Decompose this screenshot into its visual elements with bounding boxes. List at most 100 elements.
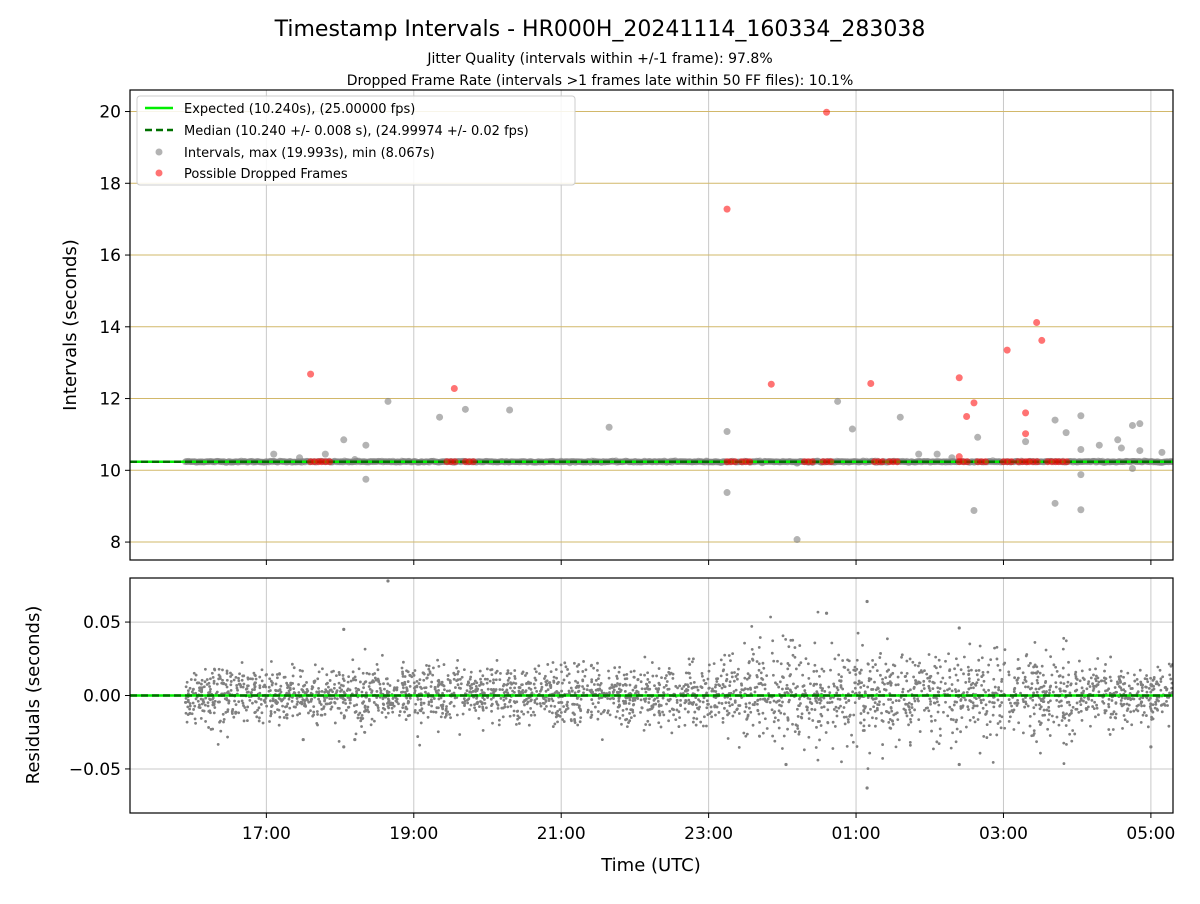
residual-point (503, 705, 507, 709)
residual-point (844, 701, 848, 704)
residual-point (814, 699, 818, 703)
residual-point (807, 735, 811, 739)
residual-point (596, 683, 600, 686)
residual-point (895, 711, 899, 715)
residual-point (590, 680, 594, 684)
residual-point (429, 685, 433, 688)
residual-point (985, 710, 989, 713)
residual-point (1060, 704, 1063, 708)
residual-point (639, 710, 642, 714)
residual-point (1016, 701, 1020, 705)
residual-point (830, 700, 834, 704)
x-tick-label-0: 17:00 (242, 824, 291, 844)
residual-point (675, 708, 679, 712)
residual-point (935, 740, 939, 744)
residual-point (324, 702, 328, 706)
residual-point (383, 687, 386, 691)
residual-point (1151, 717, 1155, 721)
residual-point (415, 679, 419, 683)
residual-point (694, 696, 698, 700)
residual-point (917, 699, 920, 703)
residual-point (445, 705, 448, 708)
residual-point (692, 716, 696, 720)
residual-point (317, 670, 321, 674)
residual-point (668, 697, 672, 701)
residual-point (382, 682, 385, 686)
residual-point (1061, 714, 1065, 718)
residual-point (209, 677, 212, 681)
interval-outlier-point (605, 423, 613, 431)
residual-point (267, 689, 271, 693)
residual-point (997, 688, 1001, 692)
dropped-frame-point (1063, 458, 1071, 466)
residual-point (348, 688, 352, 692)
residual-point (403, 710, 406, 714)
residual-point (260, 668, 264, 672)
residual-point (1035, 690, 1039, 694)
residual-point (771, 639, 775, 643)
residual-point (1052, 720, 1056, 724)
residual-point (984, 703, 988, 707)
residual-point (1161, 675, 1165, 679)
residual-point (360, 714, 364, 717)
residual-point (1086, 696, 1090, 700)
residual-point (721, 683, 725, 686)
residual-point (590, 663, 593, 667)
residual-point (520, 690, 523, 694)
residual-point (1114, 701, 1118, 705)
residual-point (896, 683, 900, 687)
residual-point (1046, 727, 1050, 731)
residual-point (234, 703, 238, 707)
residual-point (291, 714, 295, 718)
residual-point (611, 690, 615, 694)
residual-point (469, 675, 473, 679)
residual-point (337, 739, 341, 743)
residual-point (887, 720, 891, 724)
residual-point (225, 678, 229, 682)
residual-point (1140, 704, 1144, 708)
residual-point (841, 659, 845, 662)
residual-point (917, 680, 921, 684)
residual-point (186, 705, 190, 709)
residual-point (357, 688, 361, 692)
residual-point (1122, 675, 1125, 679)
residual-point (862, 718, 866, 722)
residual-point (323, 712, 327, 716)
residual-point (796, 685, 799, 688)
interval-outlier-point (270, 450, 278, 458)
residual-point (1151, 703, 1155, 707)
residual-point (494, 678, 498, 682)
residual-point (748, 701, 751, 705)
residual-point (1044, 648, 1048, 652)
residual-point (206, 704, 210, 708)
residual-point (1000, 715, 1004, 719)
residual-point (1125, 720, 1129, 724)
residual-point (592, 666, 595, 670)
residual-point (1168, 673, 1172, 677)
residual-point (847, 720, 850, 724)
residual-point (851, 740, 855, 744)
residual-point (197, 681, 201, 685)
residual-point (879, 673, 882, 677)
residual-point (948, 675, 952, 679)
residual-point (842, 715, 846, 719)
residual-point (1012, 690, 1016, 694)
residual-point (198, 689, 201, 692)
residual-point (769, 615, 772, 619)
residual-point (594, 678, 598, 682)
residual-point (908, 741, 912, 744)
residual-point (912, 675, 915, 679)
residual-point (869, 707, 872, 711)
residual-point (372, 701, 376, 704)
residual-point (1092, 673, 1095, 677)
residual-point (448, 702, 452, 705)
residual-point (636, 697, 640, 700)
residual-point (425, 676, 429, 680)
residual-point (661, 696, 665, 700)
residual-point (876, 703, 880, 706)
residual-point (559, 663, 563, 667)
residual-point (476, 687, 480, 691)
residual-point (1114, 712, 1118, 716)
residual-point (517, 686, 521, 689)
residual-point (546, 688, 550, 692)
